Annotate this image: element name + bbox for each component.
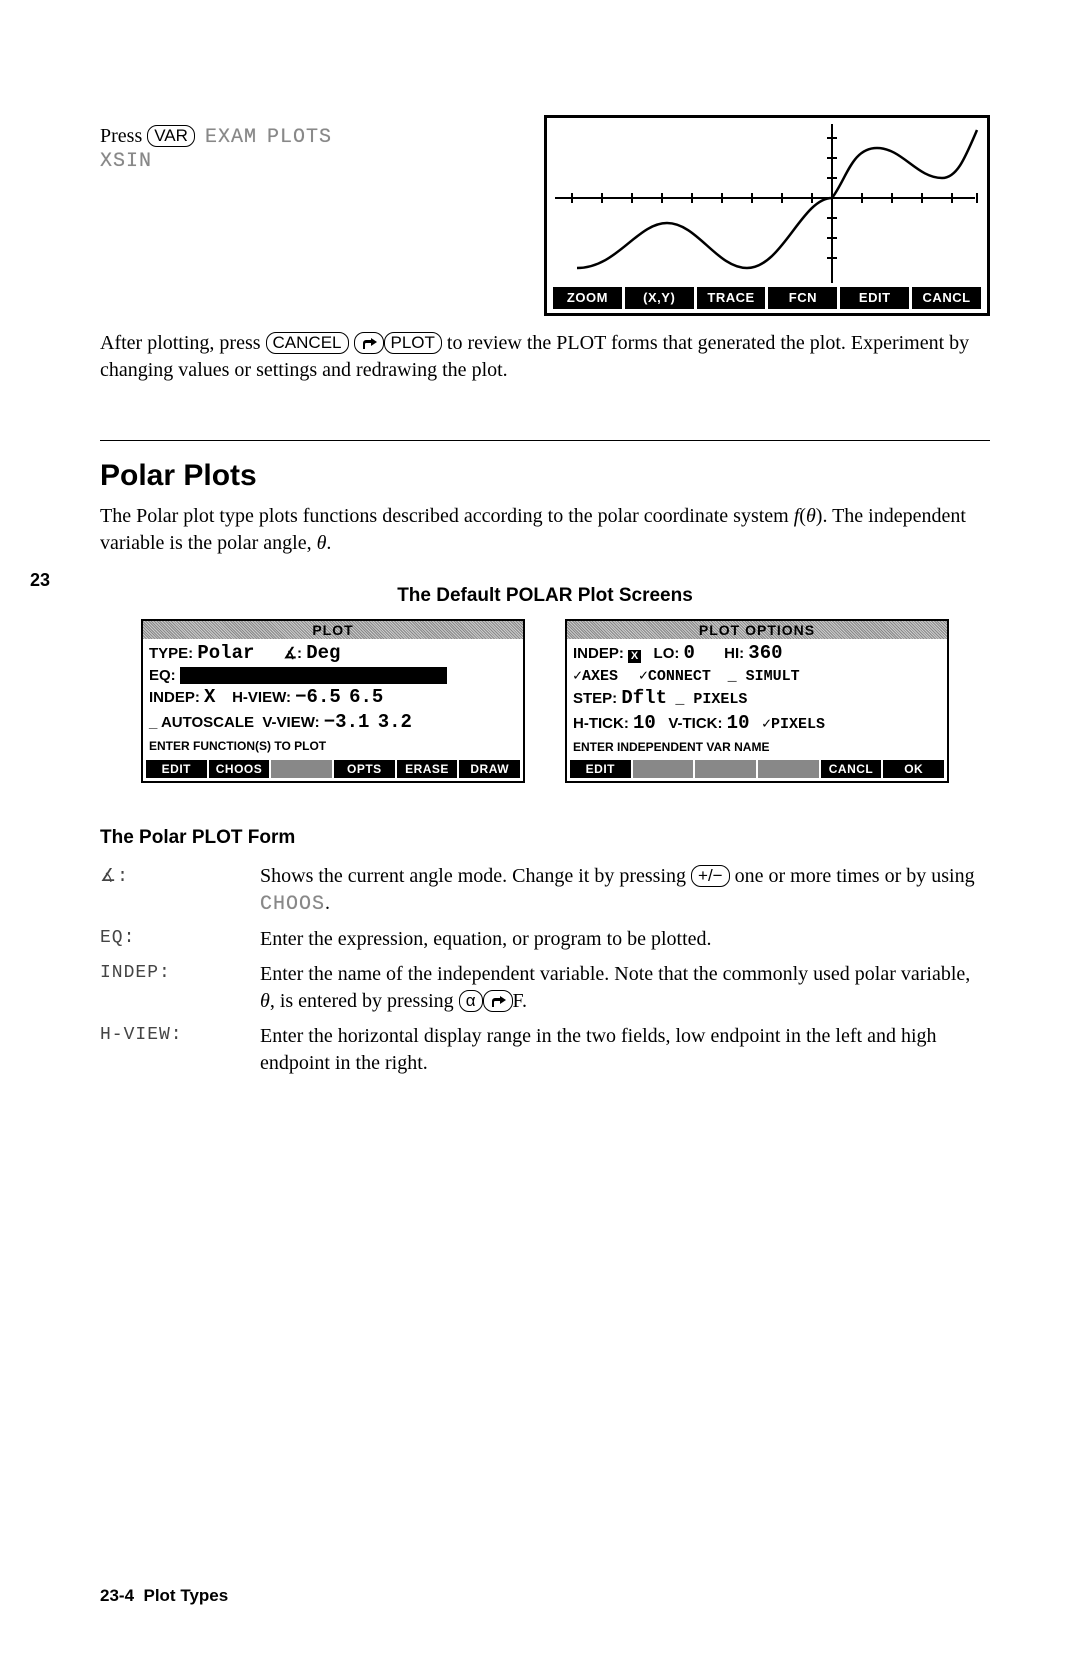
desc-angle: Shows the current angle mode. Change it … (260, 863, 990, 918)
press-label: Press (100, 125, 142, 147)
hview-lo[interactable]: −6.5 (295, 686, 341, 708)
desc-indep: Enter the name of the independent variab… (260, 961, 990, 1015)
options-hint: ENTER INDEPENDENT VAR NAME (567, 736, 947, 754)
cancel-key[interactable]: CANCEL (266, 332, 349, 354)
mo-cancl[interactable]: CANCL (821, 760, 882, 778)
right-shift-key[interactable] (354, 332, 384, 354)
graph-screenshot: ZOOM (X,Y) TRACE FCN EDIT CANCL (544, 115, 990, 316)
menu-xsin: XSIN (100, 150, 152, 173)
form-subhead: The Polar PLOT Form (100, 827, 990, 849)
vview-lo[interactable]: −3.1 (324, 711, 370, 733)
term-angle: ∡: (100, 863, 260, 918)
screens-subhead: The Default POLAR Plot Screens (100, 585, 990, 607)
menu-plots: PLOTS (267, 126, 332, 149)
top-instruction: Press VAR EXAM PLOTS XSIN (100, 115, 410, 173)
menu-xy[interactable]: (X,Y) (625, 287, 694, 309)
step-value[interactable]: Dflt (621, 687, 667, 709)
hview-hi[interactable]: 6.5 (349, 686, 383, 708)
indep-field[interactable]: X (628, 650, 641, 663)
menu-exam: EXAM (205, 126, 257, 149)
axes-check[interactable]: ✓AXES (573, 667, 618, 687)
page-footer: 23-4 Plot Types (100, 1586, 228, 1606)
desc-eq: Enter the expression, equation, or progr… (260, 926, 990, 953)
m-edit[interactable]: EDIT (146, 760, 207, 778)
after-plot-paragraph: After plotting, press CANCEL PLOT to rev… (100, 330, 990, 384)
alpha-key[interactable]: α (459, 990, 483, 1012)
mo-edit[interactable]: EDIT (570, 760, 631, 778)
type-value[interactable]: Polar (197, 642, 254, 664)
term-hview: H-VIEW: (100, 1023, 260, 1077)
var-key[interactable]: VAR (147, 125, 195, 147)
plot-options-title: PLOT OPTIONS (567, 621, 947, 639)
lo-value[interactable]: 0 (684, 642, 695, 664)
tick-pixels-check[interactable]: ✓PIXELS (762, 715, 825, 735)
hi-value[interactable]: 360 (748, 642, 782, 664)
vtick-value[interactable]: 10 (727, 712, 750, 734)
m-draw[interactable]: DRAW (459, 760, 520, 778)
right-shift-key-2[interactable] (483, 990, 513, 1012)
vview-hi[interactable]: 3.2 (378, 711, 412, 733)
autoscale-check[interactable]: _ AUTOSCALE (149, 714, 254, 731)
m-choos[interactable]: CHOOS (209, 760, 270, 778)
definition-list: ∡: Shows the current angle mode. Change … (100, 863, 990, 1077)
plot-form-screen: PLOT TYPE: Polar ∡: Deg EQ: INDEP: X (141, 619, 525, 783)
section-title: Polar Plots (100, 459, 990, 493)
menu-edit[interactable]: EDIT (840, 287, 909, 309)
chapter-margin-number: 23 (30, 570, 50, 591)
polar-intro: The Polar plot type plots functions desc… (100, 503, 990, 557)
plot-options-screen: PLOT OPTIONS INDEP: X LO: 0 HI: 360 ✓AXE… (565, 619, 949, 783)
connect-check[interactable]: ✓CONNECT (639, 667, 711, 687)
menu-zoom[interactable]: ZOOM (553, 287, 622, 309)
menu-cancl[interactable]: CANCL (912, 287, 981, 309)
desc-hview: Enter the horizontal display range in th… (260, 1023, 990, 1077)
choos-softkey: CHOOS (260, 893, 325, 916)
angle-value[interactable]: Deg (306, 642, 340, 664)
menu-fcn[interactable]: FCN (768, 287, 837, 309)
m-opts[interactable]: OPTS (334, 760, 395, 778)
plot-hint: ENTER FUNCTION(S) TO PLOT (143, 735, 523, 753)
plot-key[interactable]: PLOT (384, 332, 442, 354)
m-blank (271, 760, 332, 778)
m-erase[interactable]: ERASE (397, 760, 458, 778)
simult-check[interactable]: _ SIMULT (728, 667, 800, 687)
mo-ok[interactable]: OK (883, 760, 944, 778)
plot-form-title: PLOT (143, 621, 523, 639)
htick-value[interactable]: 10 (633, 712, 656, 734)
step-pixels-check[interactable]: _ PIXELS (675, 690, 747, 710)
term-eq: EQ: (100, 926, 260, 953)
plusminus-key[interactable]: +/− (691, 865, 730, 887)
term-indep: INDEP: (100, 961, 260, 1015)
section-rule (100, 440, 990, 441)
indep-value[interactable]: X (204, 686, 215, 708)
menu-trace[interactable]: TRACE (697, 287, 766, 309)
graph-menu-bar: ZOOM (X,Y) TRACE FCN EDIT CANCL (553, 287, 981, 309)
eq-field[interactable] (180, 667, 447, 684)
